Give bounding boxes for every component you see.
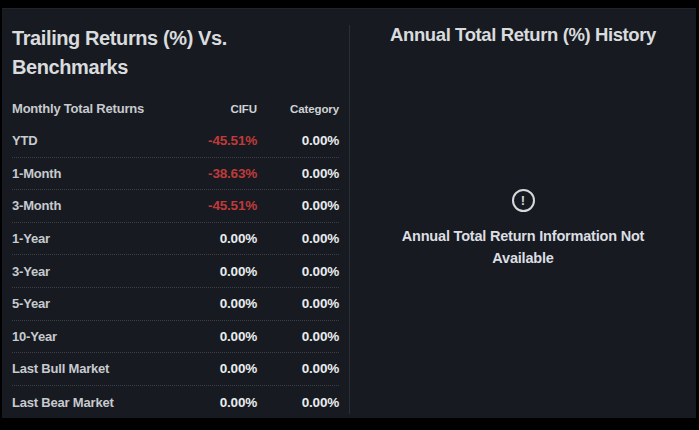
table-row-3-month: 3-Month -45.51% 0.00%: [12, 190, 339, 223]
category-value: 0.00%: [257, 296, 339, 311]
cifu-value: 0.00%: [161, 296, 257, 311]
category-value: 0.00%: [257, 361, 339, 376]
table-header-row: Monthly Total Returns CIFU Category: [12, 97, 339, 125]
row-label: 3-Year: [12, 264, 161, 279]
category-value: 0.00%: [257, 264, 339, 279]
trailing-returns-table: Monthly Total Returns CIFU Category YTD …: [12, 97, 339, 418]
category-value: 0.00%: [257, 133, 339, 148]
category-value: 0.00%: [257, 395, 339, 410]
trailing-returns-panel: Trailing Returns (%) Vs. Benchmarks Mont…: [2, 9, 349, 418]
header-category: Category: [257, 103, 339, 115]
table-row-1-year: 1-Year 0.00% 0.00%: [12, 223, 339, 256]
category-value: 0.00%: [257, 231, 339, 246]
category-value: 0.00%: [257, 329, 339, 344]
row-label: YTD: [12, 133, 161, 148]
trailing-returns-title: Trailing Returns (%) Vs. Benchmarks: [12, 24, 267, 82]
alert-circle-icon: !: [512, 189, 535, 212]
annual-return-history-panel: Annual Total Return (%) History ! Annual…: [350, 9, 696, 418]
row-label: 3-Month: [12, 198, 161, 213]
table-row-ytd: YTD -45.51% 0.00%: [12, 125, 339, 158]
row-label: 5-Year: [12, 296, 161, 311]
cifu-value: 0.00%: [161, 361, 257, 376]
cifu-value: 0.00%: [161, 231, 257, 246]
header-cifu: CIFU: [161, 103, 257, 115]
empty-state: ! Annual Total Return Information Not Av…: [373, 189, 673, 269]
row-label: 1-Month: [12, 166, 161, 181]
cifu-value: 0.00%: [161, 395, 257, 410]
cifu-value: -45.51%: [161, 198, 257, 213]
header-monthly-total-returns: Monthly Total Returns: [12, 101, 161, 116]
cifu-value: 0.00%: [161, 264, 257, 279]
category-value: 0.00%: [257, 166, 339, 181]
cifu-value: -38.63%: [161, 166, 257, 181]
annual-return-history-title: Annual Total Return (%) History: [390, 24, 656, 46]
table-row-last-bull-market: Last Bull Market 0.00% 0.00%: [12, 353, 339, 386]
returns-report: Trailing Returns (%) Vs. Benchmarks Mont…: [0, 0, 699, 430]
row-label: 1-Year: [12, 231, 161, 246]
table-row-10-year: 10-Year 0.00% 0.00%: [12, 321, 339, 354]
row-label: Last Bear Market: [12, 395, 161, 410]
table-row-last-bear-market: Last Bear Market 0.00% 0.00%: [12, 386, 339, 419]
cifu-value: -45.51%: [161, 133, 257, 148]
row-label: 10-Year: [12, 329, 161, 344]
table-row-3-year: 3-Year 0.00% 0.00%: [12, 255, 339, 288]
row-label: Last Bull Market: [12, 361, 161, 376]
report-content: Trailing Returns (%) Vs. Benchmarks Mont…: [2, 8, 696, 418]
table-row-1-month: 1-Month -38.63% 0.00%: [12, 158, 339, 191]
cifu-value: 0.00%: [161, 329, 257, 344]
empty-state-message: Annual Total Return Information Not Avai…: [373, 225, 673, 269]
table-row-5-year: 5-Year 0.00% 0.00%: [12, 288, 339, 321]
category-value: 0.00%: [257, 198, 339, 213]
